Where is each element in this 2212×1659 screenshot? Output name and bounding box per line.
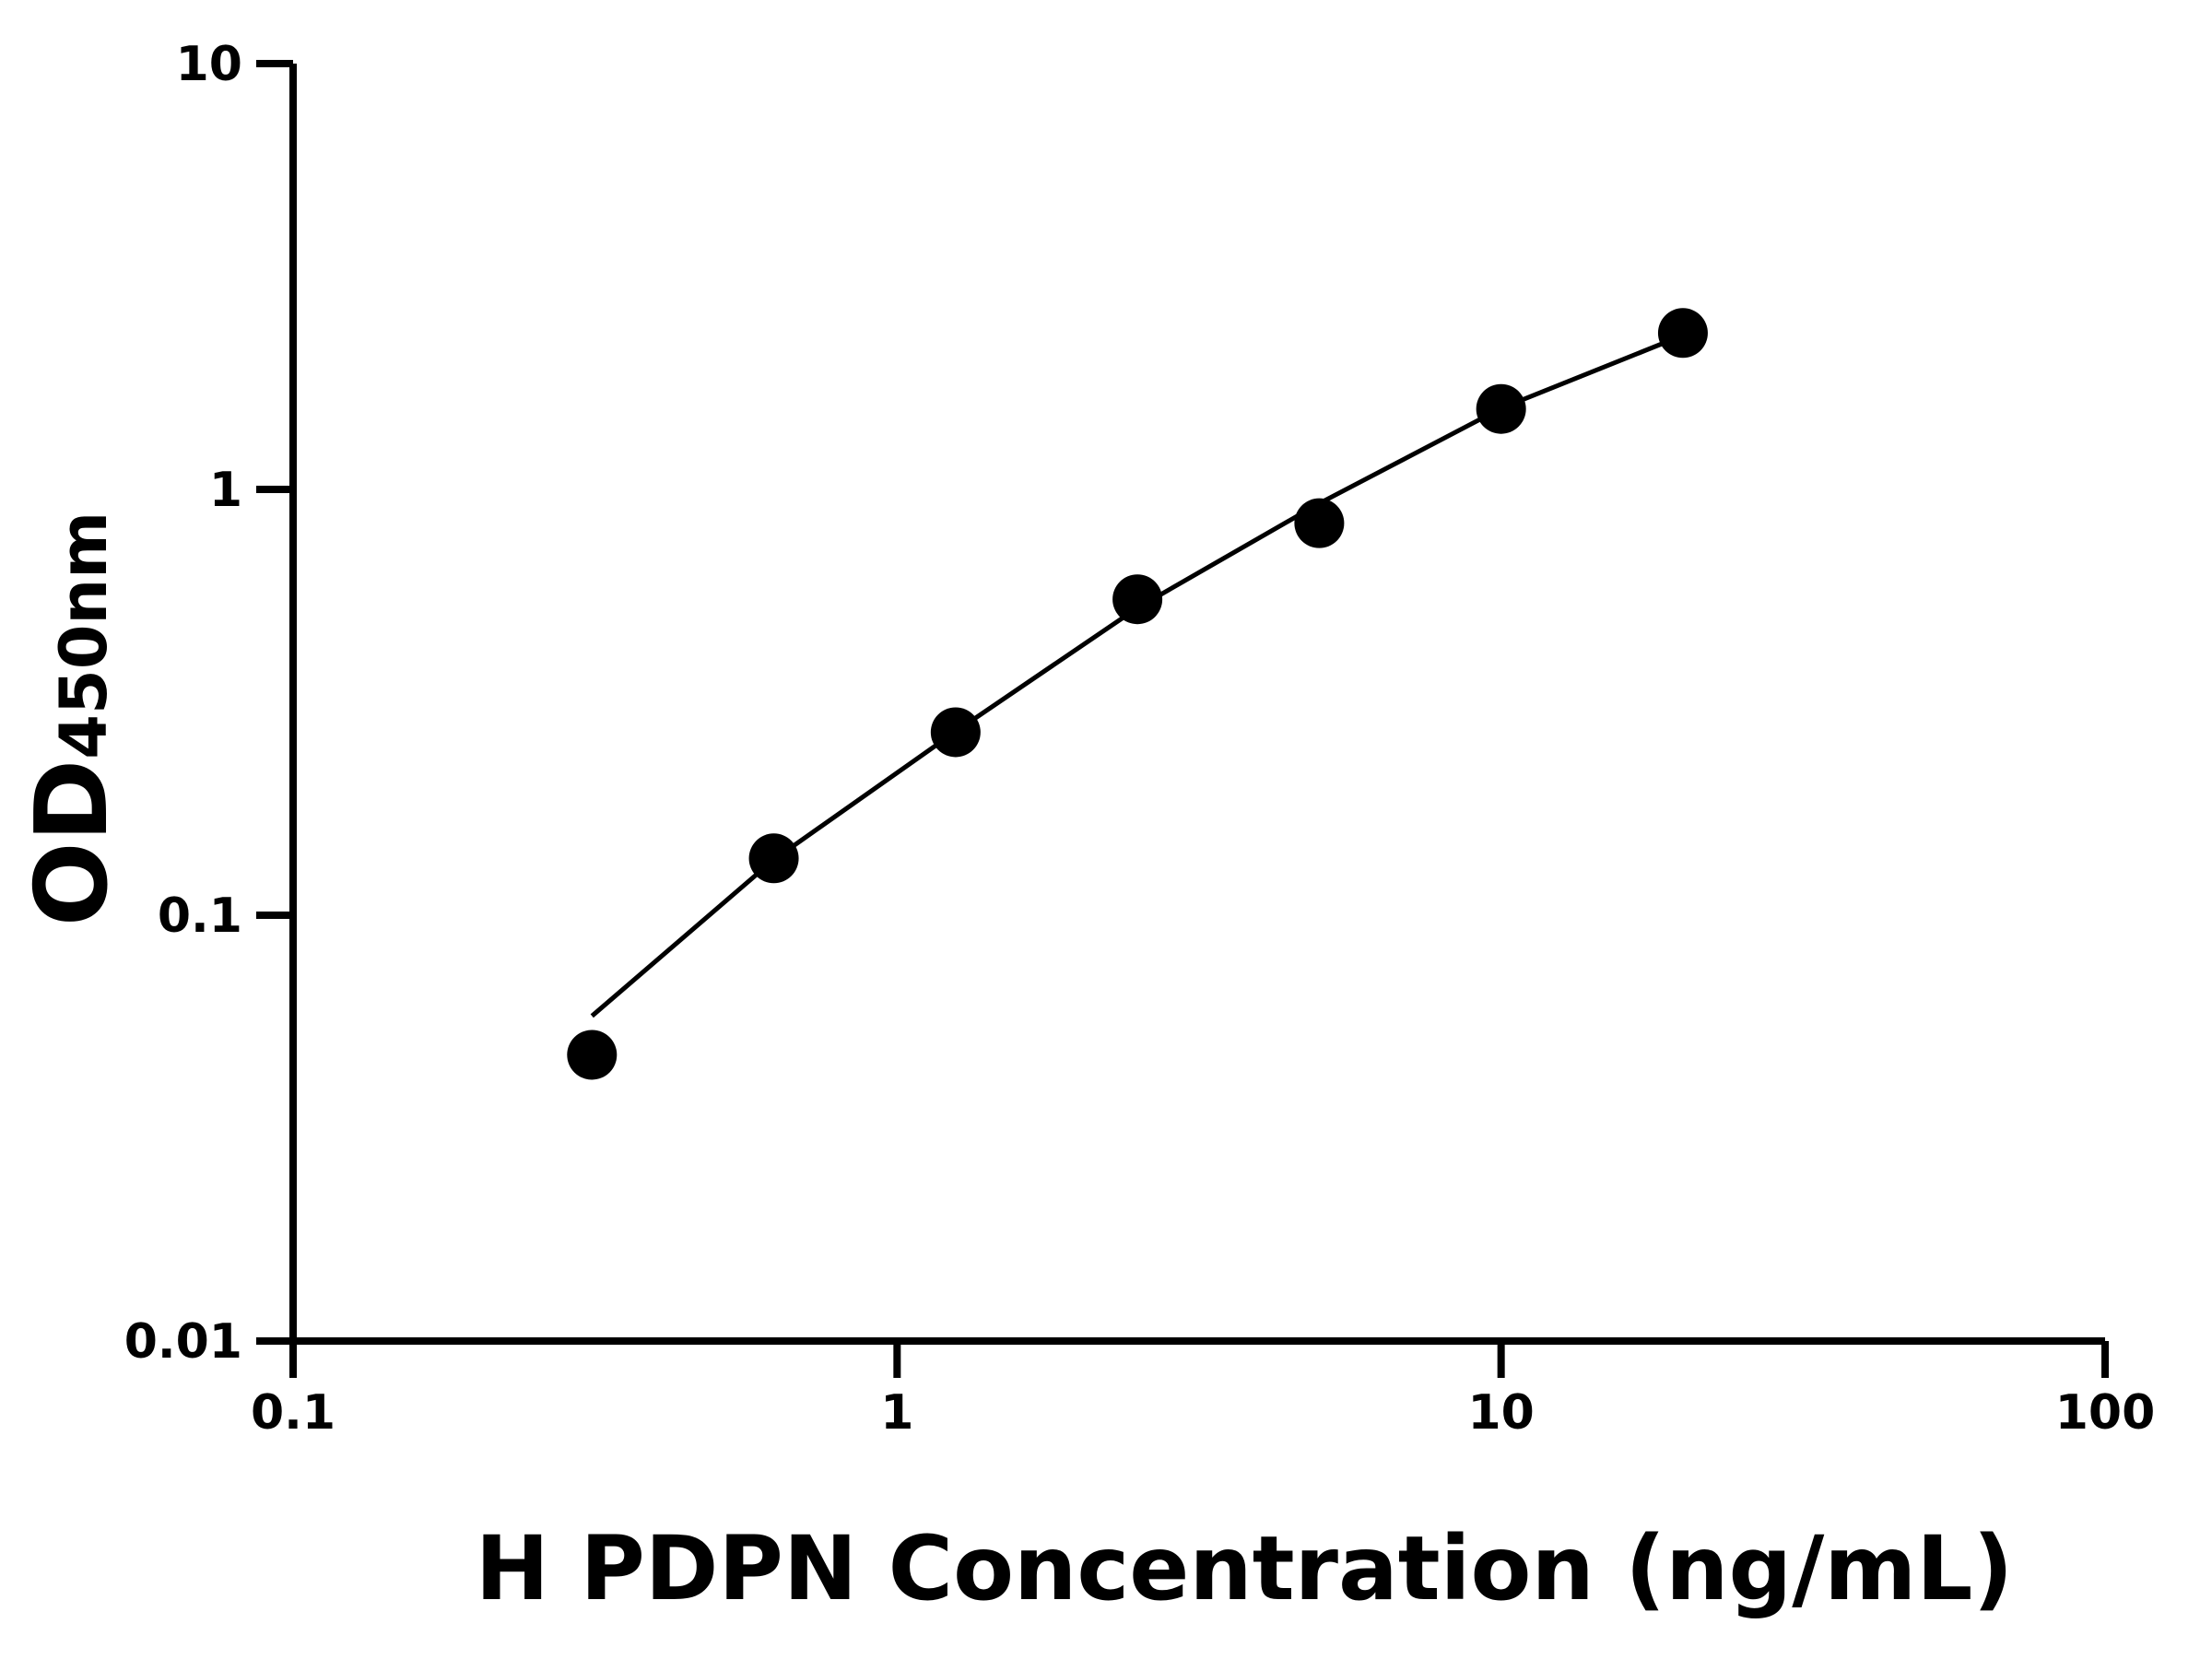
x-tick-label: 10 [1467, 1385, 1534, 1441]
data-point [1657, 308, 1708, 359]
y-tick-label: 1 [209, 463, 242, 518]
y-axis-label-main: OD [15, 759, 130, 926]
x-tick-label: 1 [880, 1385, 913, 1441]
data-point [1112, 574, 1163, 625]
fit-curve [590, 333, 1684, 1018]
y-tick-label: 0.01 [124, 1314, 242, 1370]
data-point [567, 1030, 618, 1080]
y-axis-label-sub: 450nm [46, 512, 122, 759]
y-tick-label: 0.1 [158, 888, 242, 944]
x-tick-label: 100 [2055, 1385, 2156, 1441]
y-axis-label: OD450nm [15, 512, 130, 926]
x-axis-label: H PDPN Concentration (ng/mL) [476, 1517, 2014, 1620]
y-tick-label: 10 [176, 37, 242, 92]
x-tick-label: 0.1 [251, 1385, 335, 1441]
